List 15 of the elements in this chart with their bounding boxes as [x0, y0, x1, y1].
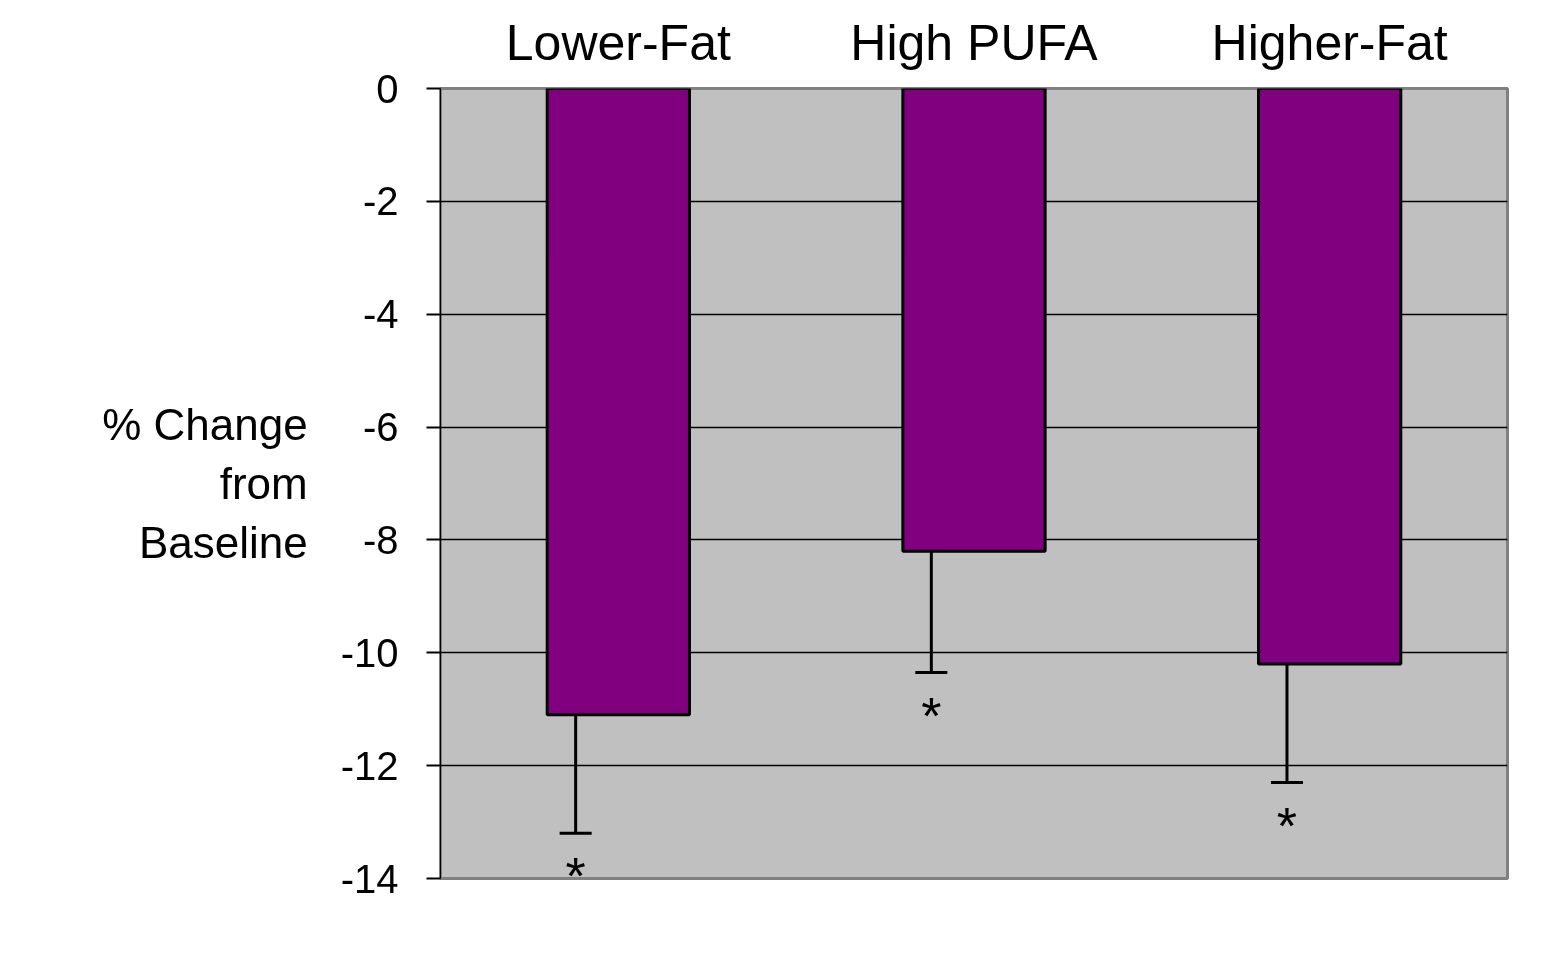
- x-tick-label: High PUFA: [850, 14, 1099, 71]
- y-tick-label: -6: [362, 405, 399, 450]
- y-tick-label: 0: [376, 66, 399, 111]
- y-tick-label: -10: [340, 630, 399, 675]
- y-tick-label: -14: [340, 856, 399, 901]
- x-tick-label: Lower-Fat: [505, 14, 731, 71]
- annotation: *: [921, 686, 942, 745]
- x-tick-label: Higher-Fat: [1211, 14, 1448, 71]
- y-tick-label: -4: [362, 292, 399, 337]
- annotation: *: [1276, 796, 1298, 855]
- y-tick-label: -12: [340, 743, 399, 788]
- y-axis-title: % Change from Baseline: [102, 400, 308, 567]
- y-tick-label: -2: [362, 179, 399, 224]
- y-tick-label: -8: [362, 517, 399, 562]
- annotation: *: [565, 847, 586, 906]
